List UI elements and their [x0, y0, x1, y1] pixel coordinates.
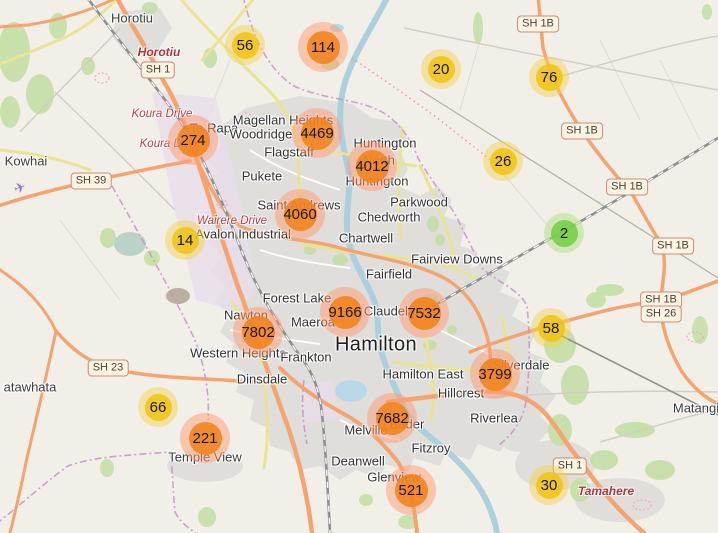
cluster-9166[interactable]: 9166 — [320, 287, 370, 337]
shield-sh39: SH 39 — [70, 172, 112, 190]
cluster-7802[interactable]: 7802 — [233, 307, 283, 357]
place-label-fitzroy: Fitzroy — [411, 440, 451, 456]
place-label-woodridge: Woodridge — [229, 126, 293, 142]
cluster-3799[interactable]: 3799 — [470, 349, 520, 399]
road-label-wairere-drive: Wairere Drive — [196, 215, 268, 227]
place-label-dinsdale: Dinsdale — [236, 371, 288, 387]
cluster-56[interactable]: 56 — [225, 25, 265, 65]
pit-outlines — [94, 72, 704, 511]
place-label-deanwell: Deanwell — [331, 453, 385, 469]
place-label-avalon-industrial: Avalon Industrial — [195, 226, 291, 242]
place-label-fairview-downs: Fairview Downs — [411, 251, 503, 267]
road-label-koura-drive-1: Koura Drive — [131, 108, 193, 120]
place-label-riverlea: Riverlea — [470, 410, 518, 426]
place-label-hillcrest: Hillcrest — [437, 385, 485, 401]
shield-sh1-north: SH 1 — [140, 61, 176, 79]
cluster-30[interactable]: 30 — [529, 465, 569, 505]
boundaries — [0, 0, 531, 533]
place-label-horotiu: Horotiu — [111, 10, 153, 26]
place-label-whatawhata: atawhata — [3, 379, 57, 395]
place-label-kowhai: Kowhai — [4, 153, 48, 169]
cluster-4012[interactable]: 4012 — [347, 141, 397, 191]
cluster-7682[interactable]: 7682 — [367, 393, 417, 443]
cluster-20[interactable]: 20 — [421, 49, 461, 89]
place-label-forest-lake: Forest Lake — [262, 290, 332, 306]
brownfield-patch — [166, 288, 190, 304]
place-label-frankton: Frankton — [280, 349, 332, 365]
cluster-7532[interactable]: 7532 — [399, 288, 449, 338]
place-label-chedworth: Chedworth — [357, 209, 421, 225]
waterways — [114, 0, 500, 533]
road-label-tamahere: Tamahere — [577, 484, 635, 498]
cluster-4060[interactable]: 4060 — [275, 189, 325, 239]
road-label-horotiu: Horotiu — [137, 45, 181, 59]
cluster-76[interactable]: 76 — [529, 57, 569, 97]
shield-sh23: SH 23 — [87, 359, 129, 377]
cluster-2[interactable]: 2 — [544, 213, 584, 253]
cluster-58[interactable]: 58 — [531, 308, 571, 348]
field-lines — [59, 39, 701, 301]
lake-rotoroa — [335, 380, 367, 402]
cluster-521[interactable]: 521 — [386, 465, 436, 515]
cluster-26[interactable]: 26 — [483, 141, 523, 181]
place-label-chartwell: Chartwell — [338, 230, 394, 246]
cluster-274[interactable]: 274 — [168, 115, 218, 165]
shield-sh26: SH 26 — [640, 305, 682, 323]
cluster-4469[interactable]: 4469 — [292, 108, 342, 158]
place-label-hamilton-east: Hamilton East — [382, 366, 464, 382]
cluster-221[interactable]: 221 — [180, 413, 230, 463]
shield-sh1b-2: SH 1B — [561, 122, 603, 140]
shield-sh1b-4: SH 1B — [652, 237, 694, 255]
shield-sh1b-1: SH 1B — [517, 15, 559, 33]
place-label-parkwood: Parkwood — [390, 194, 448, 210]
place-label-hamilton: Hamilton — [334, 333, 418, 356]
cluster-66[interactable]: 66 — [138, 387, 178, 427]
shield-sh1b-3: SH 1B — [606, 178, 648, 196]
cluster-14[interactable]: 14 — [165, 220, 205, 260]
place-label-pukete: Pukete — [241, 168, 283, 184]
place-label-fairfield: Fairfield — [365, 266, 413, 282]
cluster-114[interactable]: 114 — [298, 22, 348, 72]
shield-sh1b-5: SH 1B — [640, 291, 682, 309]
place-label-matangi: Matangi — [672, 400, 718, 416]
